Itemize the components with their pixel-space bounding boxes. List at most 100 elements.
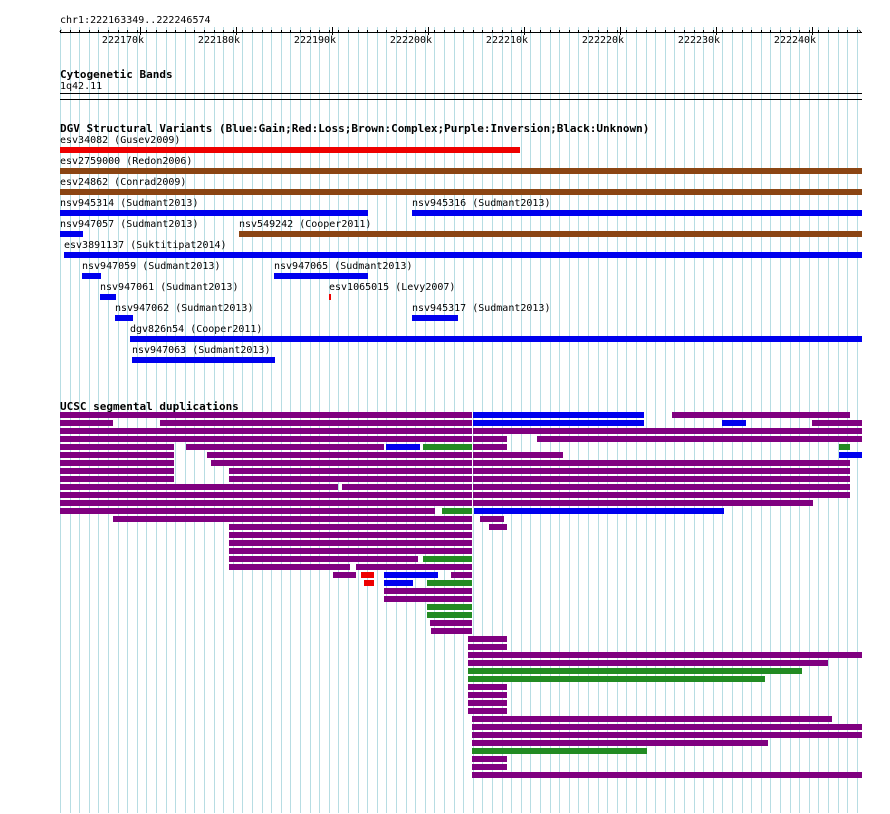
segdup-bar-purple[interactable] — [473, 476, 850, 482]
segdup-bar-purple[interactable] — [472, 732, 862, 738]
segdup-bar-purple[interactable] — [473, 500, 813, 506]
segdup-bar-purple[interactable] — [473, 460, 850, 466]
variant-label[interactable]: nsv947059 (Sudmant2013) — [82, 261, 221, 272]
variant-bar-gain[interactable] — [130, 336, 862, 342]
segdup-bar-purple[interactable] — [472, 772, 862, 778]
segdup-bar-blue[interactable] — [384, 572, 438, 578]
segdup-bar-green[interactable] — [468, 668, 802, 674]
variant-label[interactable]: esv24862 (Conrad2009) — [60, 177, 187, 188]
segdup-bar-purple[interactable] — [472, 716, 832, 722]
segdup-bar-purple[interactable] — [60, 460, 174, 466]
segdup-bar-purple[interactable] — [229, 548, 472, 554]
segdup-bar-purple[interactable] — [812, 420, 862, 426]
segdup-bar-purple[interactable] — [333, 572, 356, 578]
segdup-bar-purple[interactable] — [229, 564, 350, 570]
segdup-bar-blue[interactable] — [839, 452, 862, 458]
segdup-bar-purple[interactable] — [468, 700, 507, 706]
variant-bar-gain[interactable] — [132, 357, 275, 363]
segdup-bar-purple[interactable] — [489, 524, 507, 530]
segdup-bar-red[interactable] — [364, 580, 374, 586]
variant-bar-complex[interactable] — [239, 231, 862, 237]
segdup-bar-blue[interactable] — [722, 420, 746, 426]
segdup-bar-purple[interactable] — [672, 412, 850, 418]
segdup-bar-purple[interactable] — [60, 500, 472, 506]
segdup-bar-purple[interactable] — [342, 484, 472, 490]
segdup-bar-purple[interactable] — [60, 412, 472, 418]
segdup-bar-green[interactable] — [427, 612, 472, 618]
variant-bar-gain[interactable] — [115, 315, 133, 321]
variant-label[interactable]: esv2759000 (Redon2006) — [60, 156, 193, 167]
segdup-bar-purple[interactable] — [384, 588, 472, 594]
variant-bar-gain[interactable] — [64, 252, 862, 258]
segdup-bar-purple[interactable] — [472, 724, 862, 730]
segdup-bar-purple[interactable] — [468, 692, 507, 698]
segdup-bar-green[interactable] — [423, 444, 472, 450]
variant-bar-gain[interactable] — [60, 210, 368, 216]
segdup-bar-purple[interactable] — [207, 452, 472, 458]
segdup-bar-purple[interactable] — [473, 436, 507, 442]
variant-bar-gain[interactable] — [82, 273, 101, 279]
segdup-bar-purple[interactable] — [60, 476, 174, 482]
segdup-bar-purple[interactable] — [480, 516, 504, 522]
segdup-bar-purple[interactable] — [60, 420, 113, 426]
segdup-bar-purple[interactable] — [229, 532, 472, 538]
segdup-bar-green[interactable] — [427, 580, 472, 586]
variant-label[interactable]: esv1065015 (Levy2007) — [329, 282, 456, 293]
segdup-bar-purple[interactable] — [229, 540, 472, 546]
segdup-bar-purple[interactable] — [160, 420, 472, 426]
segdup-bar-purple[interactable] — [229, 476, 472, 482]
segdup-bar-purple[interactable] — [472, 756, 507, 762]
segdup-bar-green[interactable] — [423, 556, 472, 562]
segdup-bar-purple[interactable] — [384, 596, 472, 602]
segdup-bar-purple[interactable] — [468, 636, 507, 642]
segdup-bar-green[interactable] — [839, 444, 850, 450]
segdup-bar-blue[interactable] — [473, 420, 644, 426]
variant-bar-complex[interactable] — [60, 168, 862, 174]
segdup-bar-purple[interactable] — [468, 644, 507, 650]
segdup-bar-purple[interactable] — [229, 556, 418, 562]
segdup-bar-purple[interactable] — [468, 652, 862, 658]
segdup-bar-purple[interactable] — [473, 492, 850, 498]
variant-label[interactable]: nsv945316 (Sudmant2013) — [412, 198, 551, 209]
segdup-bar-purple[interactable] — [537, 436, 862, 442]
segdup-bar-purple[interactable] — [473, 468, 850, 474]
segdup-bar-green[interactable] — [442, 508, 472, 514]
segdup-bar-purple[interactable] — [472, 740, 768, 746]
segdup-bar-purple[interactable] — [451, 572, 472, 578]
segdup-bar-purple[interactable] — [229, 524, 472, 530]
variant-label[interactable]: dgv826n54 (Cooper2011) — [130, 324, 263, 335]
variant-bar-gain[interactable] — [60, 231, 83, 237]
segdup-bar-purple[interactable] — [468, 660, 828, 666]
segdup-bar-green[interactable] — [427, 604, 472, 610]
segdup-bar-purple[interactable] — [186, 444, 384, 450]
segdup-bar-purple[interactable] — [473, 444, 507, 450]
variant-label[interactable]: nsv947063 (Sudmant2013) — [132, 345, 271, 356]
segdup-bar-purple[interactable] — [430, 620, 472, 626]
segdup-bar-purple[interactable] — [60, 492, 472, 498]
segdup-bar-purple[interactable] — [211, 460, 472, 466]
variant-bar-loss[interactable] — [60, 147, 520, 153]
segdup-bar-purple[interactable] — [60, 436, 472, 442]
segdup-bar-purple[interactable] — [113, 516, 472, 522]
variant-label[interactable]: nsv947065 (Sudmant2013) — [274, 261, 413, 272]
segdup-bar-purple[interactable] — [472, 764, 507, 770]
variant-label[interactable]: nsv549242 (Cooper2011) — [239, 219, 372, 230]
segdup-bar-purple[interactable] — [431, 628, 472, 634]
segdup-bar-blue[interactable] — [473, 412, 644, 418]
variant-bar-gain[interactable] — [100, 294, 116, 300]
segdup-bar-green[interactable] — [472, 748, 647, 754]
variant-label[interactable]: esv3891137 (Suktitipat2014) — [64, 240, 227, 251]
variant-bar-gain[interactable] — [274, 273, 368, 279]
variant-bar-gain[interactable] — [412, 315, 458, 321]
segdup-bar-purple[interactable] — [60, 428, 472, 434]
segdup-bar-purple[interactable] — [60, 444, 174, 450]
segdup-bar-purple[interactable] — [60, 452, 174, 458]
segdup-bar-red[interactable] — [361, 572, 374, 578]
variant-label[interactable]: nsv947057 (Sudmant2013) — [60, 219, 199, 230]
segdup-bar-purple[interactable] — [468, 684, 507, 690]
segdup-bar-blue[interactable] — [474, 508, 724, 514]
segdup-bar-green[interactable] — [468, 676, 765, 682]
variant-label[interactable]: esv34082 (Gusev2009) — [60, 135, 181, 146]
segdup-bar-purple[interactable] — [468, 708, 507, 714]
segdup-bar-purple[interactable] — [229, 468, 472, 474]
